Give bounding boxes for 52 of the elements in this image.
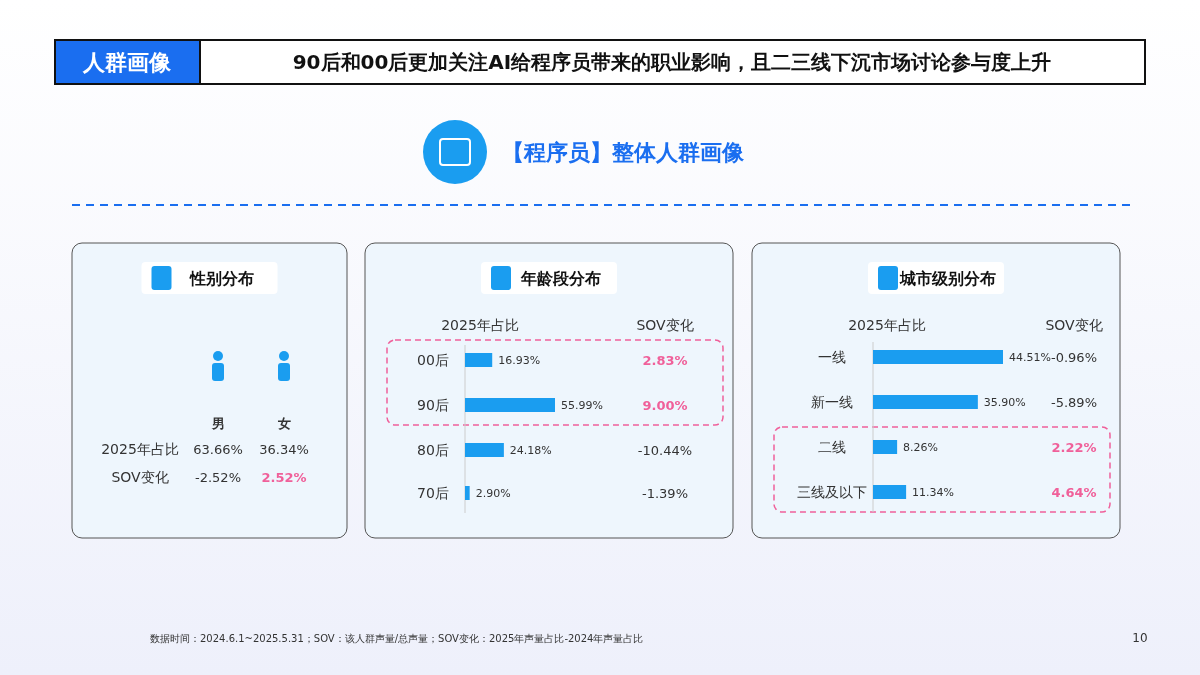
bar (465, 486, 470, 500)
text: 10 (1132, 631, 1148, 645)
data-label: 11.34% (912, 485, 955, 499)
chart-title: 城市级别分布 (899, 268, 996, 288)
text: 数据时间：2024.6.1~2025.5.31；SOV：该人群声量/总声量；SOV变化：2025年声量占比-2024年声量占比 (150, 632, 644, 644)
y-tick-label: 00后 (417, 352, 449, 368)
data-label: 2.52% (261, 469, 307, 485)
data-label: -5.89% (1051, 394, 1097, 410)
data-label: 16.93% (498, 353, 541, 367)
data-label: 36.34% (259, 441, 309, 457)
data-label: -2.52% (195, 469, 241, 485)
data-label: 55.99% (561, 398, 603, 412)
bar (873, 485, 907, 499)
y-tick-label: 三线及以下 (797, 484, 867, 500)
series-label: 2025年占比 (101, 441, 179, 457)
bar (465, 398, 555, 412)
data-label: 2.83% (642, 352, 688, 368)
bar (465, 443, 504, 457)
data-label: 4.64% (1051, 484, 1097, 500)
category-label: 女 (276, 415, 291, 431)
data-label: 63.66% (193, 441, 243, 457)
text: 性别分布 (188, 268, 254, 288)
bar (873, 440, 898, 454)
text: 90后和00后更加关注AI给程序员带来的职业影响，且二三线下沉市场讨论参与度上升 (292, 50, 1052, 74)
data-label: 24.18% (509, 443, 552, 457)
chart-title: 年龄段分布 (520, 268, 601, 288)
text: SOV变化 (636, 317, 694, 333)
bar (465, 353, 493, 367)
text: SOV变化 (111, 469, 169, 485)
y-tick-label: 一线 (818, 349, 846, 365)
data-label: 44.51% (1009, 350, 1051, 364)
data-label: 2.22% (1051, 439, 1097, 455)
bar (873, 350, 1003, 364)
data-label: -10.44% (637, 442, 693, 458)
data-label: 2.90% (475, 486, 511, 500)
text: 人群画像 (82, 49, 172, 75)
data-label: -1.39% (642, 485, 688, 501)
bar (873, 395, 978, 409)
text: 【程序员】整体人群画像 (502, 139, 745, 165)
y-tick-label: 新一线 (811, 394, 853, 410)
series-label: 2025年占比 (441, 317, 519, 333)
data-label: -0.96% (1051, 349, 1097, 365)
y-tick-label: 90后 (417, 397, 449, 413)
data-label: 8.26% (903, 440, 939, 454)
data-label: 35.90% (983, 395, 1026, 409)
y-tick-label: 80后 (417, 442, 449, 458)
data-label: 9.00% (642, 397, 688, 413)
y-tick-label: 70后 (417, 485, 449, 501)
series-label: 2025年占比 (848, 317, 926, 333)
category-label: 男 (210, 415, 225, 431)
y-tick-label: 二线 (818, 439, 846, 455)
text: SOV变化 (1045, 317, 1103, 333)
